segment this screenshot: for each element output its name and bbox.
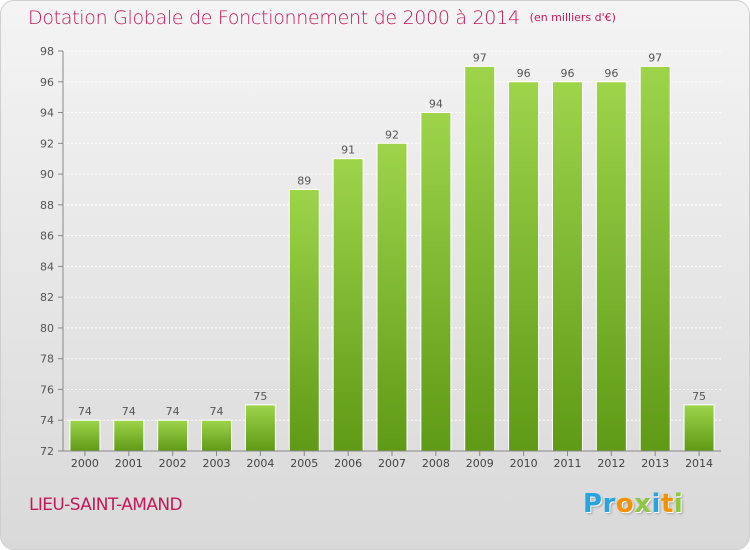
bar (551, 81, 583, 452)
x-tick-label: 2009 (466, 457, 494, 470)
logo-letter: t (660, 489, 674, 519)
bar-value-label: 91 (341, 144, 355, 157)
bar (157, 419, 189, 452)
bar-value-label: 74 (122, 405, 136, 418)
bar-value-label: 94 (429, 98, 443, 111)
logo-letter: o (615, 489, 635, 519)
bar-value-label: 96 (604, 67, 618, 80)
y-tick-label: 80 (40, 322, 54, 335)
bar (332, 158, 364, 452)
bar-value-label: 89 (297, 174, 311, 187)
chart-unit: (en milliers d'€) (529, 11, 616, 24)
bar (508, 81, 540, 452)
bar-value-label: 75 (253, 390, 267, 403)
bar-value-label: 75 (692, 390, 706, 403)
y-tick-label: 88 (40, 199, 54, 212)
y-tick-label: 92 (40, 137, 54, 150)
logo-letter: r (602, 489, 616, 519)
y-tick-label: 82 (40, 291, 54, 304)
bar-value-label: 74 (166, 405, 180, 418)
y-tick-label: 76 (40, 383, 54, 396)
y-tick-label: 72 (40, 445, 54, 458)
y-tick-label: 78 (40, 353, 54, 366)
bar-value-label: 96 (560, 67, 574, 80)
x-tick-label: 2006 (334, 457, 362, 470)
x-tick-label: 2001 (115, 457, 143, 470)
y-tick-label: 86 (40, 230, 54, 243)
bar-value-label: 74 (78, 405, 92, 418)
bar (288, 188, 320, 452)
y-tick-label: 84 (40, 260, 54, 273)
x-tick-label: 2003 (203, 457, 231, 470)
bar-value-label: 74 (210, 405, 224, 418)
y-tick-label: 96 (40, 76, 54, 89)
bar (201, 419, 233, 452)
x-tick-label: 2005 (290, 457, 318, 470)
x-tick-label: 2014 (685, 457, 713, 470)
place-name: LIEU-SAINT-AMAND (29, 495, 183, 515)
bar (464, 65, 496, 452)
y-tick-label: 90 (40, 168, 54, 181)
x-tick-label: 2011 (553, 457, 581, 470)
chart-title: Dotation Globale de Fonctionnement de 20… (28, 7, 520, 29)
x-tick-label: 2008 (422, 457, 450, 470)
x-tick-label: 2004 (246, 457, 274, 470)
bar (244, 404, 276, 452)
y-tick-label: 98 (40, 45, 54, 58)
bar (639, 65, 671, 452)
logo-letter: P (583, 489, 603, 519)
x-tick-label: 2002 (159, 457, 187, 470)
y-tick-label: 94 (40, 107, 54, 120)
bar (69, 419, 101, 452)
logo-letter: i (673, 489, 684, 519)
bar (113, 419, 145, 452)
bar-value-label: 97 (473, 51, 487, 64)
bar-layer: 74 74 74 74 75 89 91 92 94 97 96 96 96 97 75 (69, 51, 715, 452)
x-tick-label: 2007 (378, 457, 406, 470)
x-tick-label: 2010 (510, 457, 538, 470)
x-tick-label: 2012 (597, 457, 625, 470)
bar (420, 112, 452, 452)
bar-value-label: 96 (517, 67, 531, 80)
logo-letter: x (634, 489, 652, 519)
logo-letter: i (651, 489, 661, 519)
proxiti-logo: Proxiti (583, 489, 683, 519)
axis-layer: 72 74 76 78 80 82 84 86 88 90 92 94 96 98 2000 2001 2002… (40, 45, 721, 470)
bar-value-label: 92 (385, 128, 399, 141)
bar (376, 142, 408, 452)
bar (595, 81, 627, 452)
y-tick-label: 74 (40, 414, 54, 427)
bar-value-label: 97 (648, 51, 662, 64)
logo-text: Proxiti (583, 489, 683, 519)
x-tick-label: 2013 (641, 457, 669, 470)
chart-title-block: Dotation Globale de Fonctionnement de 20… (28, 7, 616, 29)
x-tick-label: 2000 (71, 457, 99, 470)
bar (683, 404, 715, 452)
